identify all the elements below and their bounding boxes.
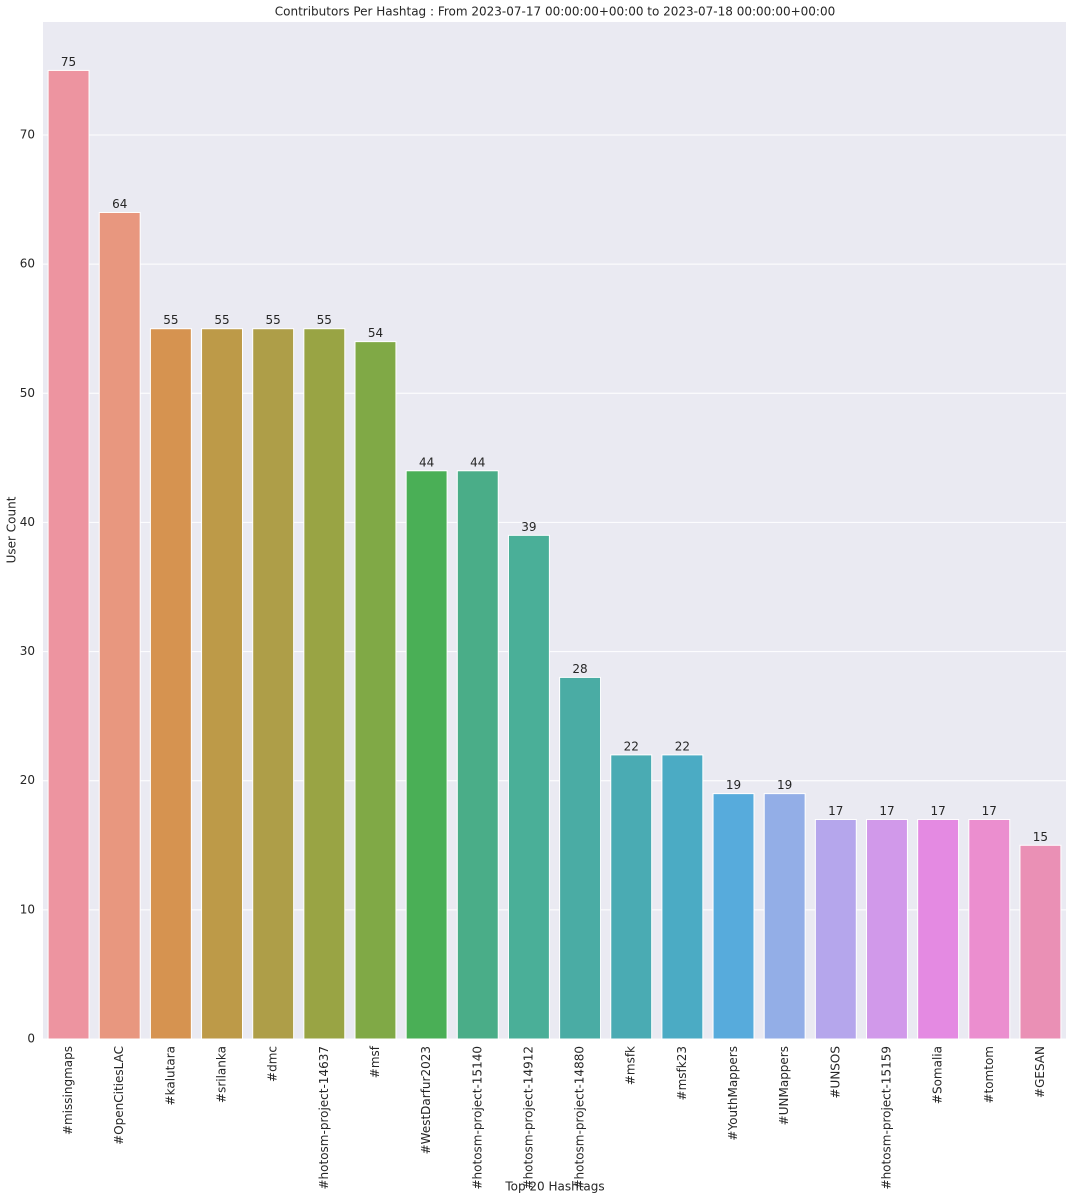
value-label: 22 [624,739,639,753]
value-label: 22 [675,739,690,753]
y-axis-label: User Count [5,496,19,563]
x-tick-label: #GESAN [1033,1046,1047,1098]
bar [763,793,806,1040]
bar [252,328,295,1040]
x-tick-label: #UNSOS [828,1046,842,1099]
value-label: 44 [470,455,485,469]
x-tick-label: #msfk [624,1046,638,1085]
value-label: 28 [572,662,587,676]
bar [456,470,499,1040]
bar [507,534,550,1040]
value-label: 39 [521,520,536,534]
x-tick-label: #hotosm-project-14912 [521,1046,535,1189]
y-tick-label: 50 [20,386,35,400]
bar [303,328,346,1040]
y-tick-label: 0 [27,1032,35,1046]
y-tick-label: 40 [20,515,35,529]
value-label: 54 [368,326,383,340]
x-tick-label: #hotosm-project-14880 [573,1046,587,1189]
value-label: 19 [777,778,792,792]
value-label: 17 [982,804,997,818]
plot-area [43,22,1066,1039]
y-tick-label: 30 [20,644,35,658]
x-tick-label: #hotosm-project-15140 [470,1046,484,1189]
y-tick-label: 20 [20,773,35,787]
x-tick-label: #WestDarfur2023 [419,1046,433,1154]
bar [814,818,857,1040]
x-tick-label: #msfk23 [675,1046,689,1100]
bar [968,818,1011,1040]
x-tick-label: #tomtom [982,1046,996,1104]
value-label: 75 [61,55,76,69]
bar [712,793,755,1040]
y-tick-label: 10 [20,902,35,916]
x-tick-label: #OpenCitiesLAC [112,1046,126,1145]
bar [917,818,960,1040]
value-label: 55 [163,313,178,327]
bar [661,754,704,1040]
x-tick-label: #dmc [266,1046,280,1082]
x-tick-label: #hotosm-project-15159 [879,1046,893,1189]
value-label: 17 [828,804,843,818]
value-label: 55 [317,313,332,327]
bar [354,341,397,1040]
bar [559,676,602,1040]
value-label: 55 [214,313,229,327]
bar [47,69,90,1040]
bar [98,211,141,1040]
value-label: 44 [419,455,434,469]
value-label: 19 [726,778,741,792]
x-tick-label: #missingmaps [61,1046,75,1135]
bar [201,328,243,1040]
value-label: 55 [266,313,281,327]
value-label: 15 [1033,830,1048,844]
x-tick-label: #msf [368,1045,382,1078]
x-tick-label: #kalutara [163,1046,177,1105]
x-tick-label: #UNMappers [777,1046,791,1125]
x-tick-label: #YouthMappers [726,1046,740,1141]
y-tick-label: 70 [20,128,35,142]
bar [610,754,653,1040]
value-label: 64 [112,197,127,211]
y-tick-label: 60 [20,257,35,271]
x-tick-label: #hotosm-project-14637 [317,1046,331,1189]
bar [149,328,192,1040]
value-label: 17 [930,804,945,818]
x-axis-label: Top 20 Hashtags [504,1180,604,1194]
chart-title: Contributors Per Hashtag : From 2023-07-… [275,5,835,19]
x-tick-label: #Somalia [931,1046,945,1104]
bar [405,470,448,1040]
value-label: 17 [879,804,894,818]
bar [1019,844,1062,1040]
bar [866,818,908,1040]
x-tick-label: #srilanka [215,1046,229,1103]
